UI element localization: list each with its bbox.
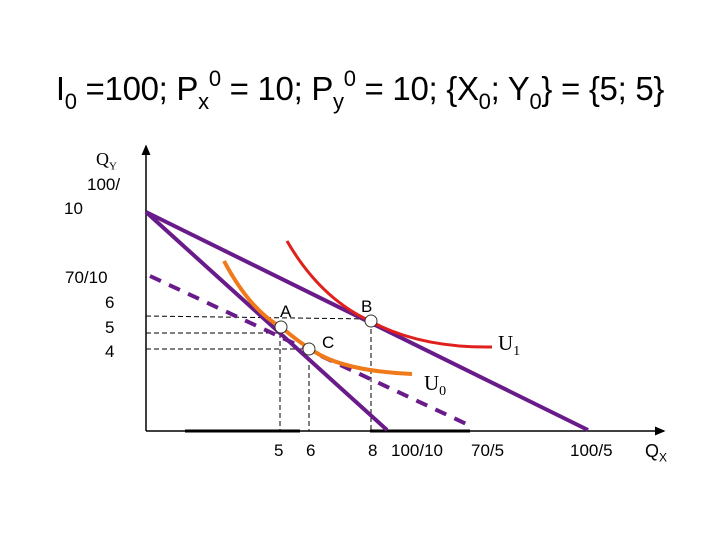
budget-line-initial — [144, 210, 389, 432]
y-tick-4: 4 — [105, 342, 115, 361]
point-a-label: A — [280, 302, 292, 321]
x-tick-100-10: 100/10 — [391, 441, 443, 460]
u1-label: U1 — [498, 331, 521, 359]
y-axis-label: QY — [96, 149, 117, 173]
y-tick-100-10-line2: 10 — [64, 199, 83, 218]
y-tick-100-10-line1: 100/ — [87, 175, 121, 194]
x-tick-100-5: 100/5 — [570, 441, 613, 460]
indifference-curve-u1 — [285, 240, 493, 349]
point-c-marker — [302, 342, 316, 356]
y-tick-5: 5 — [105, 318, 115, 337]
x-tick-6: 6 — [306, 441, 316, 460]
u0-label: U0 — [424, 371, 447, 399]
x-tick-8: 8 — [368, 441, 378, 460]
point-b-marker — [364, 314, 378, 328]
point-c-label: C — [322, 333, 335, 352]
indifference-curve-u0 — [222, 260, 413, 376]
y-tick-6: 6 — [105, 293, 115, 312]
point-a-marker — [274, 320, 288, 334]
x-tick-70-5: 70/5 — [471, 441, 505, 460]
y-tick-70-10: 70/10 — [65, 268, 108, 287]
point-b-label: B — [361, 297, 373, 316]
x-axis-label: QX — [645, 441, 668, 465]
guide-lines — [145, 315, 372, 431]
chart-title: I0 =100; Px0 = 10; Py0 = 10; {X0; Y0} = … — [55, 66, 665, 114]
x-tick-5: 5 — [274, 441, 284, 460]
guide-y6 — [145, 315, 371, 320]
